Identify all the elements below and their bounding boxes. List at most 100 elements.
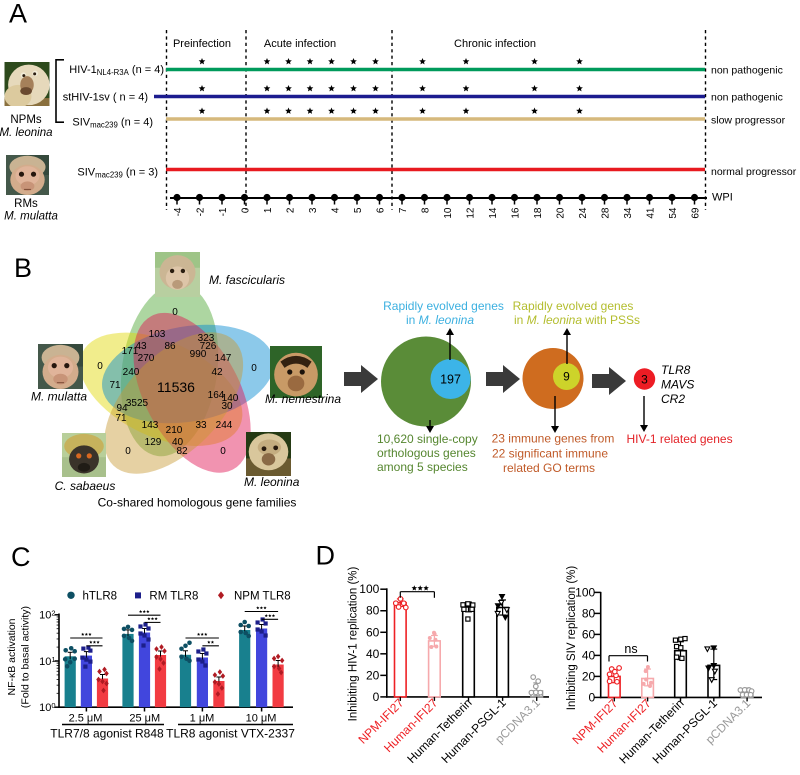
- svg-text:10 μM: 10 μM: [246, 713, 277, 725]
- svg-text:210: 210: [166, 425, 183, 436]
- svg-text:M. mulatta: M. mulatta: [31, 390, 87, 404]
- svg-text:related GO terms: related GO terms: [503, 461, 595, 475]
- svg-text:RM TLR8: RM TLR8: [149, 591, 198, 603]
- svg-text:Chronic infection: Chronic infection: [454, 38, 536, 50]
- svg-text:43: 43: [135, 341, 147, 352]
- svg-text:slow progressor: slow progressor: [711, 115, 786, 127]
- svg-text:71: 71: [109, 380, 121, 391]
- svg-text:M. leonina: M. leonina: [244, 475, 300, 489]
- svg-text:TLR7/8 agonist R848: TLR7/8 agonist R848: [50, 727, 164, 741]
- svg-text:ns: ns: [624, 642, 637, 656]
- svg-text:270: 270: [138, 353, 155, 364]
- svg-text:WPI: WPI: [712, 192, 733, 204]
- svg-text:0: 0: [240, 207, 251, 213]
- svg-text:60: 60: [582, 627, 596, 641]
- svg-text:20: 20: [555, 207, 566, 219]
- svg-text:0: 0: [125, 446, 131, 457]
- svg-text:in M. leonina: in M. leonina: [406, 313, 474, 327]
- svg-text:80: 80: [366, 604, 380, 618]
- svg-text:20: 20: [582, 669, 596, 683]
- svg-text:143: 143: [142, 420, 159, 431]
- svg-text:3: 3: [641, 373, 648, 387]
- svg-text:60: 60: [366, 625, 380, 639]
- svg-text:Inhibiting SIV replication (%): Inhibiting SIV replication (%): [566, 566, 578, 711]
- svg-text:CR2: CR2: [661, 392, 685, 406]
- svg-text:D: D: [316, 541, 336, 571]
- svg-text:1: 1: [263, 207, 274, 213]
- svg-text:5: 5: [353, 207, 364, 213]
- svg-text:100: 100: [359, 582, 379, 596]
- svg-text:TLR8 agonist VTX-2337: TLR8 agonist VTX-2337: [166, 727, 295, 741]
- svg-text:140: 140: [222, 393, 239, 404]
- svg-text:80: 80: [582, 606, 596, 620]
- svg-text:-1: -1: [218, 207, 229, 216]
- svg-text:B: B: [14, 253, 32, 283]
- svg-text:C. sabaeus: C. sabaeus: [55, 479, 116, 493]
- svg-text:3525: 3525: [126, 398, 149, 409]
- svg-text:MAVS: MAVS: [661, 378, 694, 392]
- svg-text:Rapidly evolved genes: Rapidly evolved genes: [383, 299, 504, 313]
- svg-text:197: 197: [440, 373, 461, 387]
- svg-text:non pathogenic: non pathogenic: [711, 92, 783, 104]
- svg-text:1 μM: 1 μM: [190, 713, 215, 725]
- svg-text:M. mulatta: M. mulatta: [4, 211, 58, 223]
- svg-text:2.5 μM: 2.5 μM: [69, 713, 103, 725]
- svg-text:10: 10: [443, 207, 454, 219]
- svg-text:28: 28: [600, 207, 611, 219]
- svg-text:323: 323: [198, 333, 215, 344]
- svg-text:24: 24: [578, 207, 589, 219]
- svg-text:0: 0: [220, 446, 226, 457]
- svg-text:among 5 species: among 5 species: [377, 460, 468, 474]
- svg-text:NPM TLR8: NPM TLR8: [234, 591, 291, 603]
- svg-text:0: 0: [589, 690, 596, 704]
- svg-text:SIVmac239 (n = 3): SIVmac239 (n = 3): [77, 167, 158, 180]
- svg-text:normal progressor: normal progressor: [711, 166, 797, 178]
- svg-text:3: 3: [308, 207, 319, 213]
- svg-text:HIV-1NL4-R3A (n = 4): HIV-1NL4-R3A (n = 4): [69, 64, 164, 77]
- svg-text:240: 240: [123, 367, 140, 378]
- svg-text:4: 4: [330, 207, 341, 213]
- svg-text:11536: 11536: [157, 379, 195, 395]
- svg-text:22 significant immune: 22 significant immune: [492, 447, 608, 461]
- svg-text:(Fold to basal activity): (Fold to basal activity): [20, 606, 32, 708]
- svg-text:Rapidly evolved genes: Rapidly evolved genes: [513, 299, 634, 313]
- svg-text:34: 34: [623, 207, 634, 219]
- svg-text:6: 6: [375, 207, 386, 213]
- svg-text:69: 69: [690, 207, 701, 219]
- svg-text:orthologous genes: orthologous genes: [377, 446, 476, 460]
- svg-text:A: A: [9, 0, 27, 29]
- svg-text:82: 82: [176, 446, 188, 457]
- svg-text:HIV-1 related genes: HIV-1 related genes: [627, 432, 733, 446]
- svg-text:9: 9: [563, 370, 570, 384]
- svg-text:103: 103: [149, 329, 166, 340]
- svg-text:129: 129: [145, 437, 162, 448]
- svg-text:non pathogenic: non pathogenic: [711, 65, 783, 77]
- svg-text:Acute infection: Acute infection: [264, 38, 336, 50]
- svg-text:RMs: RMs: [14, 198, 38, 210]
- svg-text:Preinfection: Preinfection: [173, 38, 231, 50]
- svg-text:8: 8: [420, 207, 431, 213]
- svg-text:14: 14: [488, 207, 499, 219]
- svg-text:in M. leonina with PSSs: in M. leonina with PSSs: [514, 313, 640, 327]
- svg-text:94: 94: [116, 403, 128, 414]
- svg-text:100: 100: [575, 585, 595, 599]
- svg-text:Co-shared homologous gene fami: Co-shared homologous gene families: [98, 496, 297, 510]
- svg-text:0: 0: [251, 363, 257, 374]
- svg-text:41: 41: [645, 207, 656, 219]
- svg-text:147: 147: [215, 353, 232, 364]
- svg-text:40: 40: [366, 647, 380, 661]
- svg-text:M. leonina: M. leonina: [0, 127, 53, 139]
- svg-text:42: 42: [211, 367, 223, 378]
- svg-text:SIVmac239 (n = 4): SIVmac239 (n = 4): [72, 117, 153, 130]
- svg-text:7: 7: [398, 207, 409, 213]
- svg-text:171: 171: [122, 346, 139, 357]
- svg-text:86: 86: [164, 341, 176, 352]
- svg-text:2: 2: [285, 207, 296, 213]
- svg-text:33: 33: [195, 420, 207, 431]
- svg-text:0: 0: [172, 307, 178, 318]
- svg-text:16: 16: [510, 207, 521, 219]
- svg-text:M. fascicularis: M. fascicularis: [209, 273, 285, 287]
- svg-text:71: 71: [115, 413, 127, 424]
- svg-text:990: 990: [190, 349, 207, 360]
- svg-text:25 μM: 25 μM: [129, 713, 160, 725]
